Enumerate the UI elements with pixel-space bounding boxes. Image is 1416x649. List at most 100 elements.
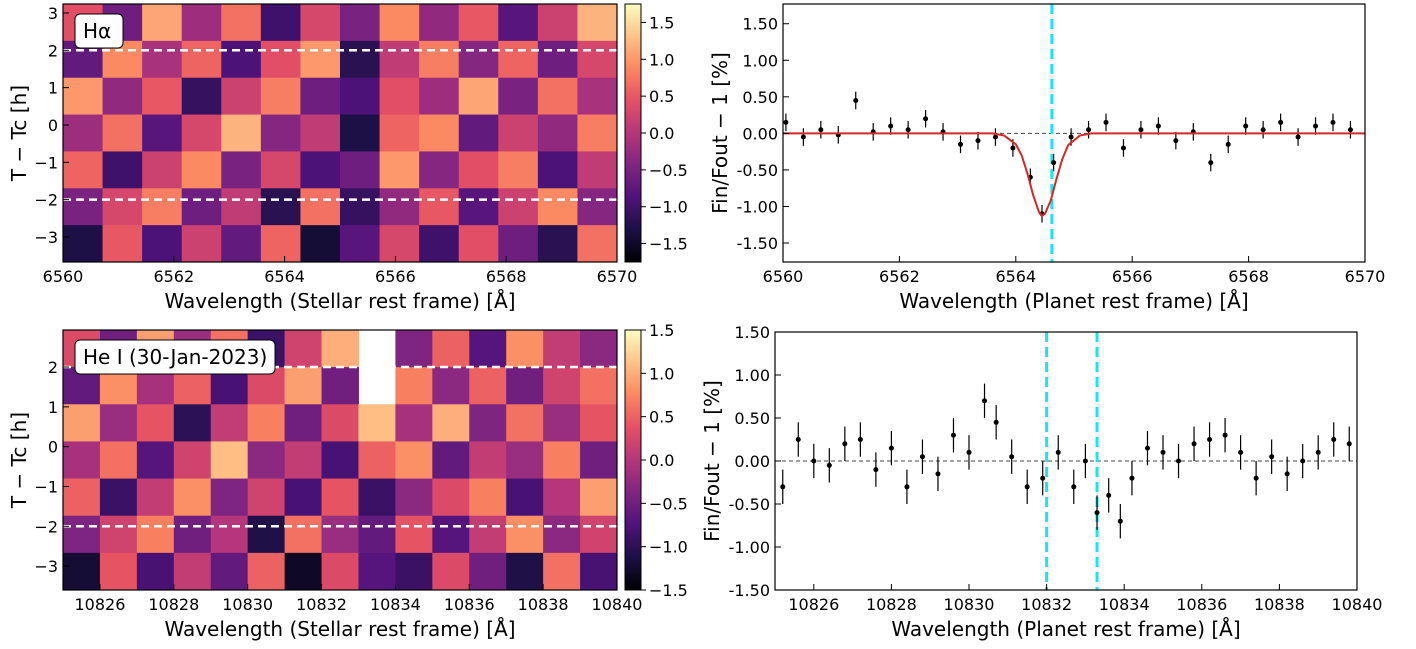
heat-cell	[432, 552, 470, 590]
heat-cell	[284, 404, 323, 442]
heat-cell	[221, 114, 262, 152]
heat-cell	[300, 151, 341, 189]
heat-cell	[395, 515, 433, 554]
heat-cell	[458, 188, 499, 226]
colorbar-tick-label: −1.0	[649, 538, 688, 557]
data-point	[1346, 441, 1352, 447]
x-tick-label: 6564	[995, 267, 1036, 286]
heat-cell	[537, 225, 578, 262]
y-tick-label: 0.50	[742, 88, 778, 107]
heat-cell	[300, 114, 341, 152]
heat-cell	[543, 404, 581, 442]
heat-cell	[506, 330, 544, 368]
data-point	[1120, 145, 1126, 151]
heat-cell	[221, 151, 262, 189]
data-point	[857, 437, 863, 442]
heat-cell	[63, 441, 101, 480]
data-point	[1071, 484, 1077, 490]
y-tick-label: −3	[34, 557, 58, 576]
data-point	[1160, 449, 1166, 455]
data-point	[1010, 145, 1016, 151]
heat-cell	[498, 151, 539, 189]
data-point	[975, 138, 981, 144]
heat-cell	[340, 225, 381, 262]
data-point	[1300, 458, 1306, 464]
heat-cell	[543, 478, 581, 517]
x-tick-label: 6564	[264, 267, 305, 286]
annotation-box	[74, 339, 276, 375]
data-point	[982, 398, 988, 404]
heat-cell	[181, 151, 222, 189]
heat-cell	[419, 77, 460, 116]
heat-cell	[506, 515, 544, 554]
data-point	[795, 437, 801, 442]
y-tick-label: −1	[34, 153, 58, 172]
colorbar-tick-label: −0.5	[649, 494, 688, 513]
heat-cell	[419, 4, 460, 42]
heat-cell	[260, 151, 301, 189]
heat-cell	[63, 478, 101, 517]
heat-cell	[181, 114, 222, 152]
heat-cell	[340, 40, 381, 79]
data-point	[888, 445, 894, 451]
heat-cell	[498, 225, 539, 262]
data-point	[1222, 432, 1228, 438]
heat-cell	[99, 441, 138, 480]
heat-cell	[63, 552, 101, 590]
heat-cell	[537, 77, 578, 116]
heat-cell	[63, 515, 101, 554]
heat-cell	[99, 552, 138, 590]
data-point	[919, 454, 925, 460]
heat-cell	[506, 441, 544, 480]
y-axis-label: T − Tc [h]	[7, 85, 31, 182]
heat-cell	[63, 225, 104, 262]
heat-cell	[321, 330, 359, 368]
x-tick-label: 6562	[879, 267, 920, 286]
x-tick-label: 6570	[1345, 267, 1386, 286]
heat-cell	[580, 441, 617, 480]
annotation: He I (30-Jan-2023)	[83, 345, 267, 369]
heat-cell	[498, 114, 539, 152]
heat-cell	[260, 188, 301, 226]
data-point	[1144, 445, 1150, 451]
heat-cell	[577, 77, 617, 116]
heat-cell	[469, 515, 507, 554]
heat-cell	[537, 114, 578, 152]
heat-cell	[458, 151, 499, 189]
data-point	[935, 471, 941, 477]
heat-cell	[577, 4, 617, 42]
y-tick-label: 1	[48, 398, 58, 417]
heat-cell	[247, 515, 286, 554]
colorbar-tick-label: 1.0	[649, 364, 674, 383]
heat-cell	[543, 441, 581, 480]
data-point	[1331, 437, 1337, 442]
data-point	[1278, 119, 1284, 125]
x-tick-label: 6566	[375, 267, 416, 286]
heat-cell	[181, 77, 222, 116]
heat-cell	[142, 114, 183, 152]
heat-cell	[102, 225, 143, 262]
heat-cell	[537, 4, 578, 42]
x-tick-label: 6568	[1228, 267, 1269, 286]
colorbar-tick-label: 0.0	[649, 451, 674, 470]
heat-cell	[419, 151, 460, 189]
colorbar	[624, 329, 642, 591]
heat-cell	[580, 515, 617, 554]
data-point	[1051, 160, 1057, 166]
x-tick-label: 6568	[486, 267, 527, 286]
heat-cell	[142, 4, 183, 42]
heat-cell	[136, 441, 175, 480]
heat-cell	[577, 225, 617, 262]
heat-cell	[136, 515, 175, 554]
heat-cell	[432, 441, 470, 480]
heat-cell	[458, 114, 499, 152]
x-tick-label: 10828	[866, 595, 917, 614]
heat-cell	[358, 404, 396, 442]
heat-cell	[340, 114, 381, 152]
data-point	[1269, 454, 1275, 460]
heat-cell	[142, 77, 183, 116]
x-tick-label: 6562	[153, 267, 194, 286]
annotation: Hα	[83, 19, 111, 43]
heat-cell	[432, 367, 470, 405]
colorbar-tick-label: −0.5	[649, 161, 688, 180]
